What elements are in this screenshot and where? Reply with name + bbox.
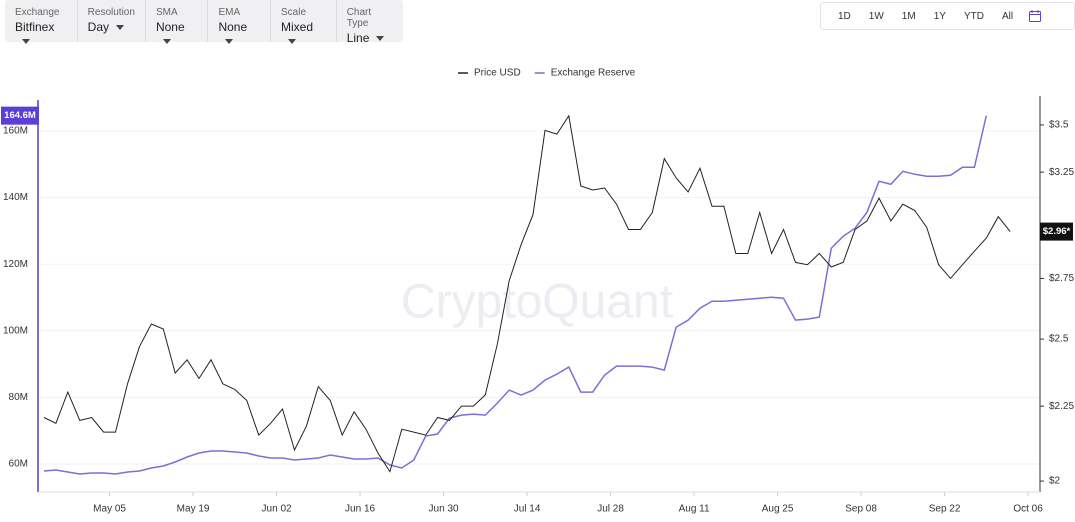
x-tick-label: May 19 bbox=[177, 504, 210, 515]
range-button[interactable]: 1M bbox=[901, 10, 916, 22]
x-tick-label: Sep 08 bbox=[845, 504, 877, 515]
dropdown-value: None bbox=[156, 20, 198, 48]
dropdown[interactable]: Exchange Bitfinex bbox=[5, 0, 78, 42]
range-button[interactable]: 1W bbox=[868, 10, 884, 22]
dropdown[interactable]: EMA None bbox=[208, 0, 271, 42]
x-tick-label: Oct 06 bbox=[1013, 504, 1043, 515]
x-tick-label: Aug 25 bbox=[762, 504, 794, 515]
y2-tick-label: $2 bbox=[1049, 476, 1061, 487]
dropdown[interactable]: Resolution Day bbox=[78, 0, 146, 42]
y2-tick-label: $3.25 bbox=[1049, 167, 1074, 178]
range-selector: 1D 1W 1M 1Y YTD All bbox=[820, 2, 1075, 30]
dropdown[interactable]: SMA None bbox=[146, 0, 209, 42]
legend-label: Price USD bbox=[474, 68, 521, 79]
calendar-icon[interactable] bbox=[1028, 9, 1042, 23]
dropdown-label: EMA bbox=[218, 7, 241, 18]
x-tick-label: Jun 16 bbox=[345, 504, 375, 515]
value-marker bbox=[1040, 222, 1073, 241]
x-tick-label: Jul 28 bbox=[597, 504, 624, 515]
x-tick-label: Jul 14 bbox=[514, 504, 541, 515]
value-marker-label: 164.6M bbox=[4, 110, 36, 121]
x-tick-label: Jun 02 bbox=[262, 504, 292, 515]
x-tick-label: Jun 30 bbox=[429, 504, 459, 515]
dropdown-value: Line bbox=[347, 31, 393, 45]
y2-tick-label: $3.5 bbox=[1049, 120, 1069, 131]
value-marker bbox=[1, 106, 39, 125]
dropdown-label: Exchange bbox=[15, 7, 60, 18]
series-line bbox=[43, 115, 988, 475]
watermark: CryptoQuant bbox=[401, 276, 673, 329]
y2-tick-label: $2.75 bbox=[1049, 273, 1074, 284]
x-tick-label: May 05 bbox=[93, 504, 126, 515]
dropdown-label: SMA bbox=[155, 7, 178, 18]
range-button[interactable]: YTD bbox=[963, 10, 984, 22]
series-line bbox=[43, 114, 1011, 473]
y-tick-label: 140M bbox=[3, 192, 28, 203]
dropdown-label: Scale bbox=[281, 7, 307, 18]
y-tick-label: 120M bbox=[3, 259, 28, 270]
y-tick-label: 60M bbox=[9, 459, 28, 470]
dropdown-value: Day bbox=[88, 20, 135, 34]
value-marker-label: $2.96* bbox=[1043, 226, 1071, 237]
dropdown[interactable]: Chart Type Line bbox=[337, 0, 403, 45]
dropdown-value: Mixed bbox=[281, 20, 326, 48]
dropdown-label: Chart Type bbox=[346, 7, 372, 29]
legend-label: Exchange Reserve bbox=[551, 68, 636, 79]
x-tick-label: Sep 22 bbox=[929, 504, 961, 515]
y2-tick-label: $2.5 bbox=[1049, 334, 1069, 345]
y-tick-label: 100M bbox=[3, 325, 28, 336]
y-tick-label: 80M bbox=[9, 392, 28, 403]
x-tick-label: Aug 11 bbox=[679, 504, 710, 515]
range-button[interactable]: 1D bbox=[838, 10, 851, 22]
dropdown-value: Bitfinex bbox=[15, 20, 67, 48]
toolbar: Exchange Bitfinex Resolution Day SMA None E… bbox=[5, 0, 403, 45]
range-button[interactable]: All bbox=[1001, 10, 1014, 22]
dropdown-label: Resolution bbox=[87, 7, 135, 18]
y-tick-label: 160M bbox=[3, 126, 28, 137]
y2-tick-label: $2.25 bbox=[1049, 401, 1074, 412]
dropdown-value: None bbox=[218, 20, 260, 48]
dropdown[interactable]: Scale Mixed bbox=[271, 0, 337, 42]
range-button[interactable]: 1Y bbox=[933, 10, 946, 22]
